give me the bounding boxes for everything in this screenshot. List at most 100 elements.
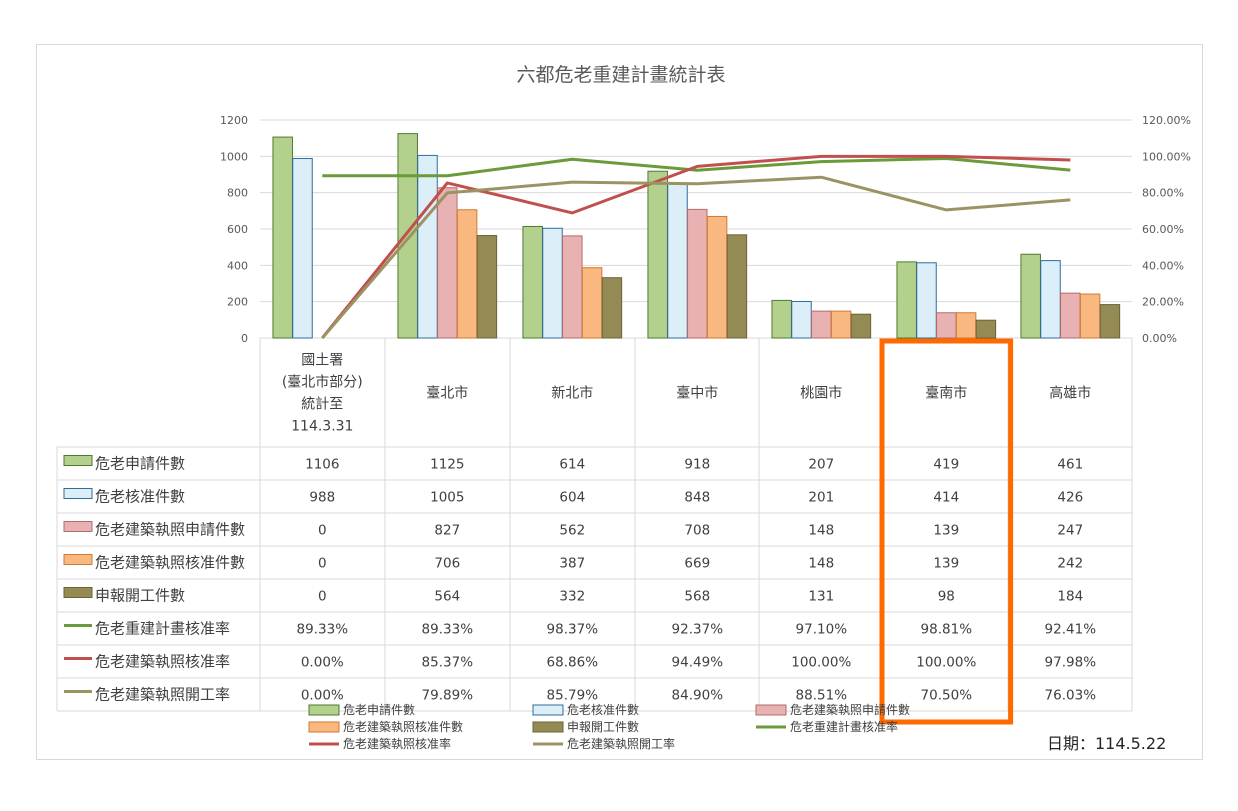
data-label: 827	[434, 523, 460, 539]
bar	[417, 154, 438, 339]
data-label: 988	[309, 490, 335, 506]
data-label: 92.41%	[1045, 622, 1097, 638]
chart-frame: 六都危老重建計畫統計表 0 200 400 600 800 1000 1200 0.00% 2…	[36, 44, 1203, 760]
right-tick-label: 40.00%	[1142, 259, 1184, 272]
bar	[292, 158, 313, 339]
bar	[397, 133, 418, 339]
data-label: 848	[684, 490, 710, 506]
bar	[1099, 304, 1121, 339]
chart-canvas: 六都危老重建計畫統計表 0 200 400 600 800 1000 1200 0.00% 2…	[56, 64, 1191, 753]
category-label: 114.3.31	[291, 419, 353, 435]
row-label: 危老建築執照申請件數	[95, 521, 245, 539]
data-label: 100.00%	[791, 655, 851, 671]
data-label: 706	[434, 556, 460, 572]
data-label: 419	[933, 457, 959, 473]
category-label: 國土署	[301, 353, 343, 369]
data-label: 461	[1057, 457, 1083, 473]
data-label: 426	[1057, 490, 1083, 506]
data-label: 0	[318, 523, 327, 539]
bar	[830, 310, 852, 339]
bar	[771, 299, 792, 339]
legend-key	[308, 721, 340, 733]
left-tick-label: 800	[227, 187, 248, 200]
right-tick-label: 0.00%	[1142, 332, 1177, 345]
legend-key	[63, 521, 93, 532]
data-table: 國土署 (臺北市部分) 統計至 114.3.31 臺北市 新北市 臺中市 桃園市 臺南市 高雄市危…	[56, 338, 1133, 725]
data-label: 1106	[305, 457, 339, 473]
data-label: 414	[933, 490, 959, 506]
row-label: 危老建築執照核准件數	[95, 554, 245, 572]
data-label: 247	[1057, 523, 1083, 539]
row-label: 危老申請件數	[95, 455, 185, 473]
category-label: 統計至	[301, 397, 343, 413]
right-tick-label: 100.00%	[1142, 150, 1191, 163]
data-label: 139	[933, 556, 959, 572]
bar	[601, 277, 623, 339]
category-label: 臺北市	[426, 385, 468, 402]
row-label: 危老重建計畫核准率	[95, 620, 230, 638]
category-label: 新北市	[551, 385, 593, 402]
data-label: 139	[933, 523, 959, 539]
bar	[850, 313, 872, 339]
left-axis-ticks: 0 200 400 600 800 1000 1200	[220, 114, 248, 345]
category-label: 臺南市	[925, 385, 967, 402]
data-label: 98.37%	[547, 622, 599, 638]
category-label: (臺北市部分)	[282, 374, 363, 391]
data-label: 84.90%	[672, 688, 724, 704]
line-series	[321, 154, 1071, 339]
data-label: 76.03%	[1045, 688, 1097, 704]
bar	[1040, 260, 1061, 339]
bar	[916, 262, 937, 339]
bar	[896, 261, 917, 339]
row-label: 危老核准件數	[95, 488, 185, 506]
bar	[562, 235, 583, 339]
bar	[811, 310, 832, 339]
highlight-box	[879, 338, 1014, 725]
left-tick-label: 600	[227, 223, 248, 236]
data-label: 614	[559, 457, 585, 473]
left-tick-label: 400	[227, 259, 248, 272]
right-axis-ticks: 0.00% 20.00% 40.00% 60.00% 80.00% 100.00% 120.…	[1142, 114, 1191, 345]
series-line	[322, 156, 1071, 178]
data-label: 564	[434, 589, 460, 605]
data-label: 332	[559, 589, 585, 605]
chart-title: 六都危老重建計畫統計表	[516, 64, 725, 86]
bar	[542, 227, 563, 339]
bar	[936, 312, 957, 339]
data-label: 0	[318, 589, 327, 605]
data-label: 70.50%	[921, 688, 973, 704]
legend-label: 危老建築執照申請件數	[790, 702, 910, 717]
bar	[581, 267, 603, 339]
data-label: 669	[684, 556, 710, 572]
bar	[647, 170, 668, 339]
data-label: 1125	[430, 457, 464, 473]
legend-key	[532, 721, 564, 733]
bar	[975, 319, 997, 339]
data-label: 0.00%	[301, 688, 344, 704]
legend-key	[63, 455, 93, 466]
data-label: 79.89%	[422, 688, 474, 704]
bar	[476, 235, 498, 339]
series-line	[321, 175, 1071, 339]
bar	[1060, 292, 1081, 339]
data-label: 207	[808, 457, 834, 473]
legend-label: 危老核准件數	[567, 703, 639, 717]
data-label: 148	[808, 523, 834, 539]
legend-key	[532, 704, 564, 716]
data-label: 97.10%	[796, 622, 848, 638]
data-label: 92.37%	[672, 622, 724, 638]
right-tick-label: 120.00%	[1142, 114, 1191, 127]
category-label: 高雄市	[1049, 385, 1091, 402]
category-label: 桃園市	[800, 385, 842, 402]
row-label: 申報開工件數	[95, 587, 185, 605]
data-label: 604	[559, 490, 585, 506]
bar	[955, 312, 977, 339]
data-label: 918	[684, 457, 710, 473]
bar-series	[272, 133, 1121, 339]
left-tick-label: 0	[241, 332, 248, 345]
legend-key	[63, 587, 93, 598]
data-label: 242	[1057, 556, 1083, 572]
series-line	[321, 154, 1071, 339]
legend-key	[308, 704, 340, 716]
category-label: 臺中市	[676, 385, 718, 402]
